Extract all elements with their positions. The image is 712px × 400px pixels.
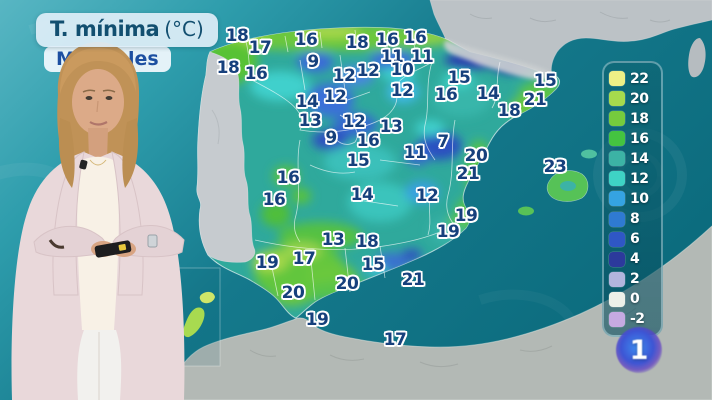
legend-value: 8 [630,211,640,228]
legend-item: 20 [609,90,659,107]
presenter-hair-side-right [122,118,139,188]
legend-value: 20 [630,90,649,107]
legend-value: 16 [630,130,649,147]
legend-color-swatch [609,71,625,86]
legend-value: 18 [630,110,649,127]
title-box: T. mínima (°C) [36,13,218,47]
presenter-neck [88,128,108,160]
legend-value: 22 [630,70,649,87]
legend-value: 0 [630,291,640,308]
presenter-necklace [89,159,107,166]
legend-item: 18 [609,110,659,127]
temperature-color-field [196,27,560,306]
portugal-landmass [196,51,256,263]
legend-item: 0 [609,291,659,308]
legend-color-swatch [609,91,625,107]
pyrenees-mountains [444,40,556,81]
legend-value: 12 [630,170,649,187]
legend-color-swatch [609,251,625,267]
legend-color-swatch [609,151,625,167]
presenter-face-features [82,89,116,126]
channel-logo-text: 1 [629,334,649,366]
legend-item: 22 [609,70,659,87]
presenter-bracelet [48,239,65,249]
legend-item: 2 [609,271,659,288]
channel-logo-la1: 1 [616,327,662,373]
lanzarote-island [199,291,215,304]
presenter-watch [147,234,158,248]
legend-item: 4 [609,251,659,268]
microphone-icon [79,159,88,170]
legend-color-swatch [609,171,625,187]
legend-value: 4 [630,251,640,268]
weather-presenter [11,42,185,400]
france-relief-lines [469,11,671,23]
corsica-island [688,38,706,78]
legend-item: -2 [609,311,659,328]
portugal-relief-line [211,109,220,145]
balearic-islands [518,149,597,216]
presenter-hair-side-left [58,118,75,188]
legend-color-swatch [609,291,625,307]
legend-color-swatch [609,231,625,247]
temperature-legend: 22 20 18 16 14 12 10 8 6 4 2 0 -2 [602,61,663,337]
page-title: T. mínima [50,17,160,41]
legend-color-swatch [609,131,625,147]
legend-color-swatch [609,191,625,207]
legend-value: 10 [630,190,649,207]
legend-item: 12 [609,170,659,187]
legend-color-swatch [609,211,625,227]
legend-value: 2 [630,271,640,288]
legend-item: 8 [609,211,659,228]
legend-value: 14 [630,150,649,167]
legend-item: 16 [609,130,659,147]
legend-color-swatch [609,311,625,327]
presenter-fringe [60,48,136,94]
legend-item: 14 [609,150,659,167]
legend-value: 6 [630,231,640,248]
legend-item: 10 [609,190,659,207]
fuerteventura-island [183,307,205,338]
title-unit: (°C) [164,17,204,41]
legend-color-swatch [609,271,625,287]
legend-value: -2 [630,311,645,328]
province-borders [245,29,501,301]
legend-color-swatch [609,111,625,127]
legend-item: 6 [609,231,659,248]
presenter-remote [94,240,132,258]
